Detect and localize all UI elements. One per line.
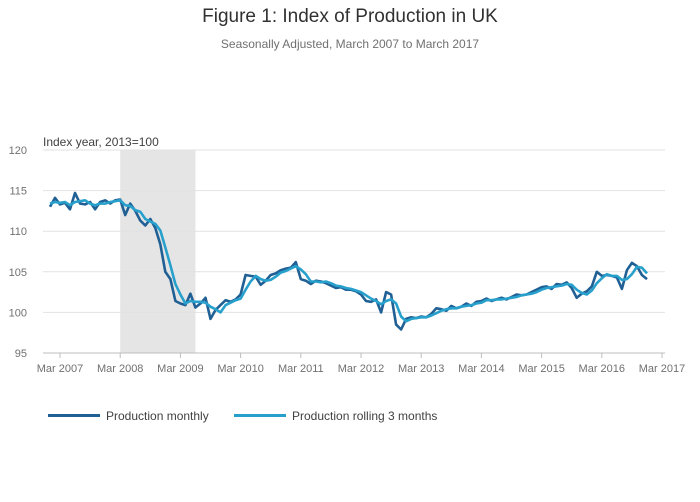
x-tick-label: Mar 2015 [518,363,564,375]
x-tick-label: Mar 2014 [458,363,504,375]
x-tick-label: Mar 2016 [579,363,625,375]
y-axis-label: Index year, 2013=100 [43,135,159,149]
x-tick-label: Mar 2009 [157,363,203,375]
legend-label-monthly: Production monthly [106,409,209,423]
x-tick-label: Mar 2011 [278,363,324,375]
x-tick-label: Mar 2007 [37,363,83,375]
legend-item-rolling[interactable]: Production rolling 3 months [234,409,437,423]
y-tick-label: 110 [9,226,27,238]
chart-subtitle: Seasonally Adjusted, March 2007 to March… [220,37,480,51]
legend-swatch-rolling [234,414,286,418]
legend-swatch-monthly [48,414,100,418]
x-tick-label: Mar 2010 [217,363,263,375]
chart-title: Figure 1: Index of Production in UK [202,6,498,27]
x-tick-label: Mar 2017 [639,363,685,375]
y-tick-label: 100 [9,307,27,319]
y-tick-label: 120 [9,145,27,157]
x-tick-label: Mar 2012 [338,363,384,375]
x-tick-label: Mar 2013 [398,363,444,375]
y-tick-label: 115 [9,186,27,198]
y-tick-label: 105 [9,267,27,279]
x-tick-label: Mar 2008 [97,363,143,375]
line-chart: 95 100 105 110 115 120 Mar 2007 Mar 2008 Mar 20… [9,135,686,375]
recession-shading [120,150,196,353]
legend-item-monthly[interactable]: Production monthly [48,409,209,423]
legend-label-rolling: Production rolling 3 months [292,409,438,423]
series-line-rolling[interactable] [49,199,648,323]
y-tick-label: 95 [15,348,27,360]
